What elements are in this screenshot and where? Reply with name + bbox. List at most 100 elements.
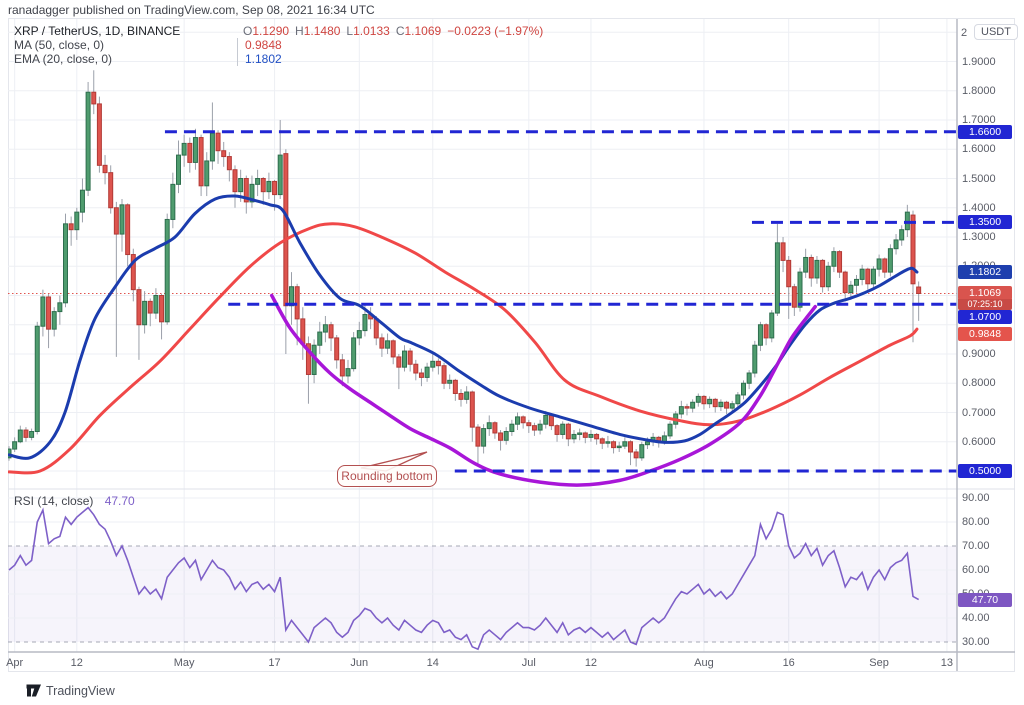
candle-body (797, 271, 803, 308)
candle-body (486, 422, 492, 430)
rsi-legend[interactable]: RSI (14, close) 47.70 (14, 494, 135, 508)
candle-body (164, 218, 170, 323)
symbol-title: XRP / TetherUS, 1D, BINANCE (14, 24, 181, 38)
candle-body (187, 142, 193, 163)
candle-body (424, 366, 430, 378)
tradingview-logo[interactable]: TradingView (26, 683, 115, 698)
candle-body (379, 337, 385, 349)
candle-body (17, 429, 23, 443)
candle-body (283, 153, 289, 307)
candle-body (848, 284, 854, 294)
candle-body (34, 325, 40, 433)
candle-body (825, 265, 831, 288)
candle-body (520, 416, 526, 424)
price-tick-label: 1.5000 (962, 172, 996, 185)
candle-body (752, 344, 758, 374)
candle-body (362, 314, 368, 332)
time-tick-label: Jul (521, 657, 536, 669)
candle-body (108, 172, 114, 209)
candle-body (571, 433, 577, 440)
candle-body (153, 295, 159, 314)
candle-body (678, 406, 684, 415)
rounding-bottom-label[interactable]: Rounding bottom (337, 465, 437, 487)
legend-divider (237, 38, 238, 52)
price-tick-label: 1.4000 (962, 201, 996, 214)
candle-body (780, 242, 786, 261)
rounding-bottom-curve[interactable] (269, 293, 818, 487)
candle-body (452, 379, 458, 394)
candle-body (402, 350, 407, 368)
candle-body (255, 178, 261, 185)
candle-body (266, 180, 272, 193)
candle-body (334, 337, 340, 361)
candle-body (910, 214, 916, 285)
candle-body (79, 189, 85, 213)
time-tick-label: 12 (70, 657, 83, 669)
ema20-line (8, 194, 919, 460)
candle-body (238, 178, 244, 193)
candle-body (639, 444, 645, 459)
candle-body (85, 91, 91, 191)
candle-body (192, 137, 198, 163)
candle-body (204, 160, 210, 187)
candle-body (577, 432, 583, 435)
candle-body (176, 154, 181, 185)
ohlc-key: H (295, 24, 304, 38)
candle-body (690, 401, 696, 409)
candle-body (718, 401, 724, 408)
ma-value: 0.9848 (245, 38, 282, 52)
ema-label: EMA (20, close, 0) (14, 52, 113, 66)
legend-ma-row[interactable]: MA (50, close, 0) 0.9848 (14, 38, 543, 52)
chart-legend: XRP / TetherUS, 1D, BINANCE O1.1290 H1.14… (14, 24, 543, 66)
candle-body (611, 441, 617, 449)
candle-body (322, 324, 328, 333)
candle-body (565, 423, 571, 440)
candle-body (74, 211, 80, 231)
level-badge-1-35: 1.3500 (958, 215, 1012, 230)
candle-body (23, 429, 29, 438)
candle-body (808, 256, 814, 279)
candle-body (916, 286, 922, 294)
ohlc-value: 1.1480 (303, 24, 341, 38)
legend-ema-row[interactable]: EMA (20, close, 0) 1.1802 (14, 52, 543, 66)
legend-symbol-row[interactable]: XRP / TetherUS, 1D, BINANCE O1.1290 H1.14… (14, 24, 543, 38)
rsi-tick-label: 80.00 (962, 516, 990, 528)
candle-body (876, 258, 882, 270)
currency-button[interactable]: USDT (974, 24, 1018, 40)
candle-body (820, 259, 826, 288)
candle-body (209, 132, 215, 162)
candle-body (882, 258, 888, 273)
level-badge-0-50: 0.5000 (958, 464, 1012, 478)
candle-body (741, 382, 746, 396)
candle-body (469, 391, 475, 428)
candle-body (407, 350, 413, 365)
ma-label: MA (50, close, 0) (14, 38, 105, 52)
candle-body (198, 137, 204, 187)
candle-body (119, 204, 125, 235)
ohlc-value: 1.1290 (252, 24, 290, 38)
candle-body (763, 324, 769, 339)
ema-badge: 1.1802 (958, 265, 1012, 280)
candle-body (814, 259, 820, 279)
candle-body (729, 403, 735, 409)
time-tick-label: 17 (268, 657, 281, 669)
candle-body (757, 324, 763, 346)
candle-body (684, 406, 690, 409)
rsi-pane[interactable] (8, 497, 957, 651)
ohlc-key: O (243, 24, 253, 38)
rsi-value: 47.70 (104, 494, 135, 508)
change-value: −0.0223 (−1.97%) (447, 24, 544, 38)
price-pane[interactable] (7, 70, 957, 487)
candle-body (582, 432, 588, 438)
candle-body (57, 302, 63, 313)
candle-body (249, 183, 255, 203)
candle-body (769, 312, 775, 339)
candle-body (842, 271, 848, 294)
candle-body (215, 132, 221, 152)
candle-body (91, 91, 97, 105)
countdown-timer: 07:25:10 (958, 299, 1012, 311)
candle-body (854, 278, 859, 286)
candle-body (147, 300, 153, 314)
candle-body (396, 356, 402, 368)
